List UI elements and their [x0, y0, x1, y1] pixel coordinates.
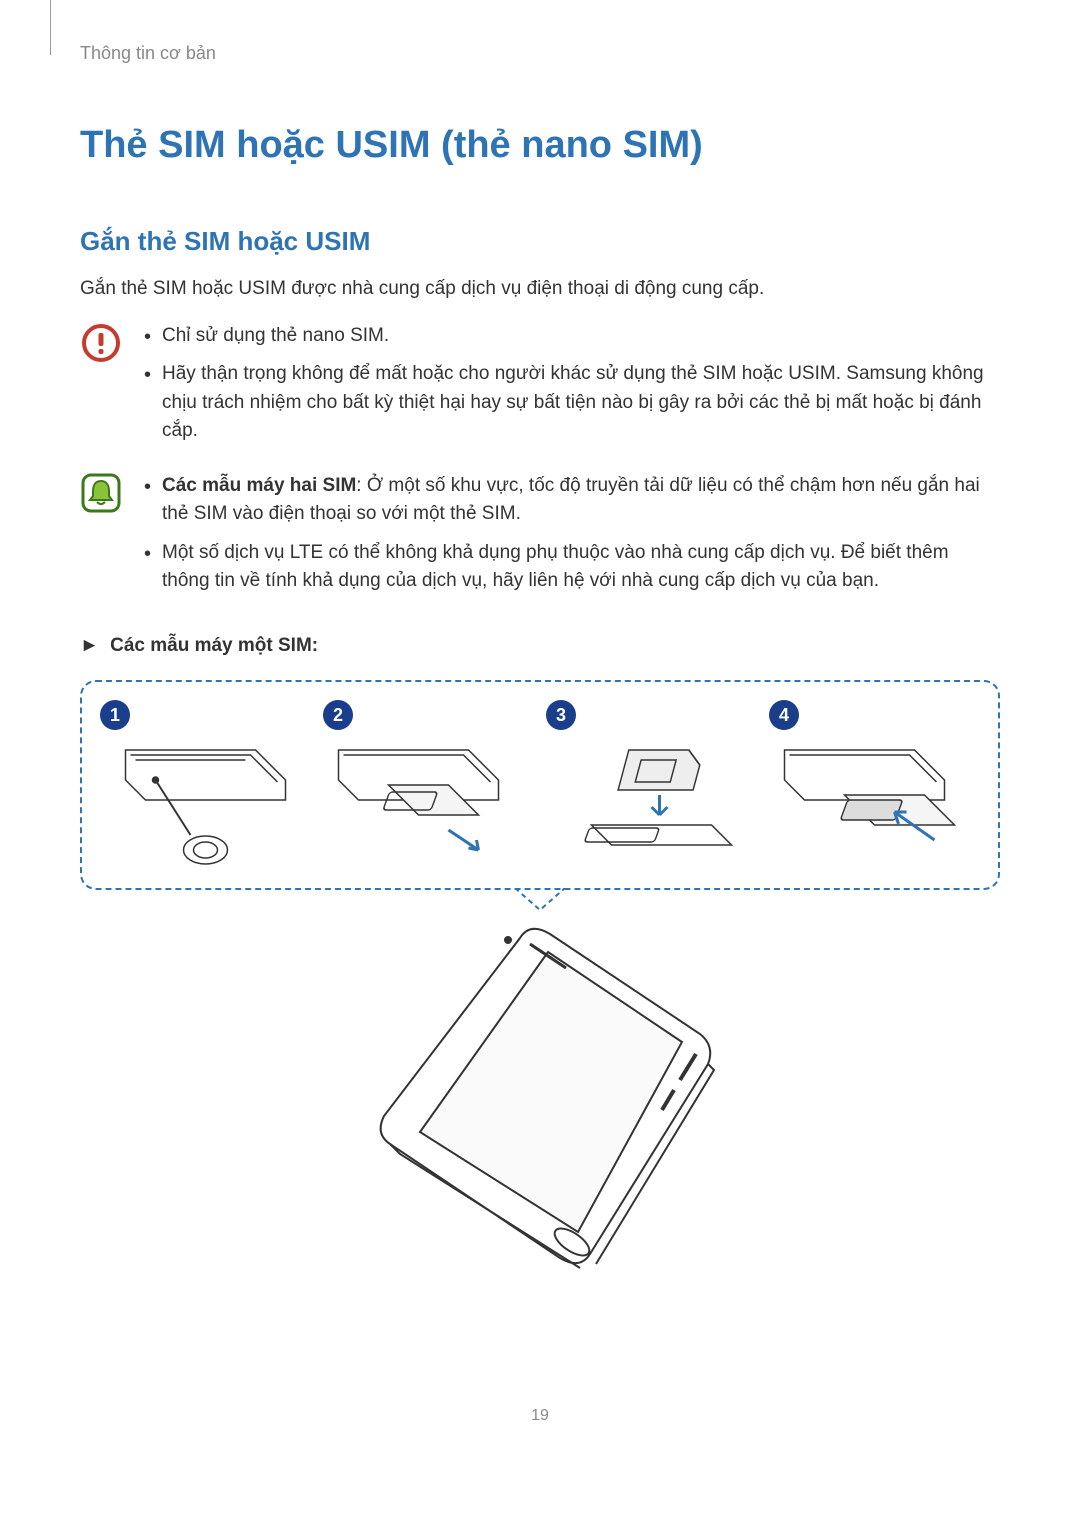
model-heading-colon: :: [312, 635, 318, 656]
step4-illustration: [769, 740, 980, 870]
step-cell-3: 3: [540, 700, 763, 870]
warning-list: Chỉ sử dụng thẻ nano SIM. Hãy thận trọng…: [138, 322, 1000, 456]
step-cell-1: 1: [94, 700, 317, 870]
warning-item: Chỉ sử dụng thẻ nano SIM.: [138, 322, 1000, 351]
note-bold: Các mẫu máy hai SIM: [162, 475, 356, 496]
breadcrumb: Thông tin cơ bản: [80, 40, 1000, 67]
note-rest: Một số dịch vụ LTE có thể không khả dụng…: [162, 542, 949, 592]
diagram-container: 1: [80, 680, 1000, 1274]
step-cell-2: 2: [317, 700, 540, 870]
step-cell-4: 4: [763, 700, 986, 870]
triangle-icon: ►: [80, 632, 99, 661]
step-badge: 3: [546, 700, 576, 730]
step-badge: 2: [323, 700, 353, 730]
page-number: 19: [80, 1404, 1000, 1428]
step1-illustration: [100, 740, 311, 870]
note-block: Các mẫu máy hai SIM: Ở một số khu vực, t…: [80, 472, 1000, 606]
note-list: Các mẫu máy hai SIM: Ở một số khu vực, t…: [138, 472, 1000, 606]
step3-illustration: [546, 740, 757, 870]
section-title: Gắn thẻ SIM hoặc USIM: [80, 222, 1000, 261]
warning-icon: [80, 322, 122, 364]
model-heading-text: Các mẫu máy một SIM: [110, 635, 312, 656]
note-item: Các mẫu máy hai SIM: Ở một số khu vực, t…: [138, 472, 1000, 529]
intro-text: Gắn thẻ SIM hoặc USIM được nhà cung cấp …: [80, 275, 1000, 304]
note-item: Một số dịch vụ LTE có thể không khả dụng…: [138, 539, 1000, 596]
step-panel: 1: [80, 680, 1000, 890]
warning-block: Chỉ sử dụng thẻ nano SIM. Hãy thận trọng…: [80, 322, 1000, 456]
phone-illustration: [330, 914, 750, 1274]
model-heading: ► Các mẫu máy một SIM:: [80, 632, 1000, 661]
side-rule: [50, 0, 51, 55]
connector: [80, 888, 1000, 914]
step-badge: 1: [100, 700, 130, 730]
step2-illustration: [323, 740, 534, 870]
page-title: Thẻ SIM hoặc USIM (thẻ nano SIM): [80, 117, 1000, 174]
bell-icon: [80, 472, 122, 514]
warning-item: Hãy thận trọng không để mất hoặc cho ngư…: [138, 360, 1000, 446]
step-badge: 4: [769, 700, 799, 730]
